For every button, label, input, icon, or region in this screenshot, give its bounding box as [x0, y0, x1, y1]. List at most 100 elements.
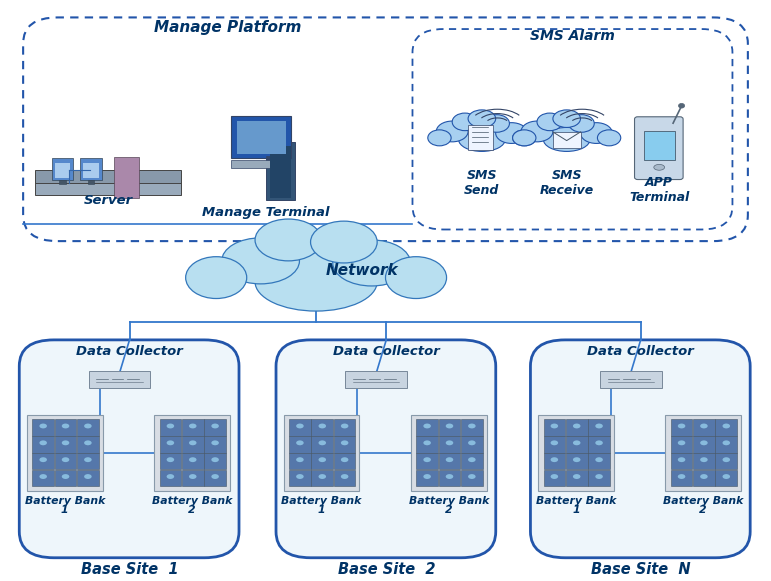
Ellipse shape	[341, 457, 348, 462]
FancyBboxPatch shape	[160, 470, 181, 486]
Ellipse shape	[296, 457, 304, 462]
Ellipse shape	[678, 457, 685, 462]
Text: Base Site  N: Base Site N	[591, 562, 691, 577]
FancyBboxPatch shape	[237, 121, 286, 154]
Text: Battery Bank: Battery Bank	[409, 496, 489, 507]
Text: Server: Server	[83, 194, 133, 207]
Ellipse shape	[386, 257, 446, 299]
Ellipse shape	[446, 440, 453, 445]
FancyBboxPatch shape	[204, 470, 226, 486]
FancyBboxPatch shape	[154, 415, 230, 491]
FancyBboxPatch shape	[635, 117, 683, 180]
Ellipse shape	[167, 457, 174, 462]
FancyBboxPatch shape	[32, 436, 54, 453]
FancyBboxPatch shape	[55, 436, 76, 453]
Ellipse shape	[318, 440, 326, 445]
FancyBboxPatch shape	[289, 419, 311, 436]
FancyBboxPatch shape	[32, 453, 54, 469]
Ellipse shape	[296, 440, 304, 445]
FancyBboxPatch shape	[55, 453, 76, 469]
Text: Data Collector: Data Collector	[76, 345, 183, 358]
Ellipse shape	[468, 424, 476, 428]
Ellipse shape	[428, 130, 451, 146]
FancyBboxPatch shape	[600, 371, 662, 388]
FancyBboxPatch shape	[35, 170, 181, 183]
FancyBboxPatch shape	[461, 453, 483, 469]
Text: Battery Bank: Battery Bank	[281, 496, 362, 507]
Ellipse shape	[513, 130, 536, 146]
FancyBboxPatch shape	[715, 419, 737, 436]
FancyBboxPatch shape	[311, 453, 333, 469]
FancyBboxPatch shape	[160, 419, 181, 436]
FancyBboxPatch shape	[32, 419, 54, 436]
Ellipse shape	[423, 457, 431, 462]
FancyBboxPatch shape	[311, 436, 333, 453]
Ellipse shape	[700, 474, 708, 479]
Ellipse shape	[211, 440, 219, 445]
Ellipse shape	[39, 440, 47, 445]
FancyBboxPatch shape	[114, 157, 139, 198]
Text: 1: 1	[318, 505, 325, 515]
Ellipse shape	[318, 424, 326, 428]
FancyBboxPatch shape	[231, 116, 291, 158]
Ellipse shape	[573, 474, 581, 479]
FancyBboxPatch shape	[35, 182, 181, 195]
FancyBboxPatch shape	[671, 470, 692, 486]
Ellipse shape	[39, 424, 47, 428]
Text: Battery Bank: Battery Bank	[663, 496, 743, 507]
Ellipse shape	[452, 113, 478, 131]
Ellipse shape	[311, 221, 377, 263]
FancyBboxPatch shape	[289, 436, 311, 453]
Ellipse shape	[84, 457, 92, 462]
FancyBboxPatch shape	[416, 436, 438, 453]
Ellipse shape	[211, 424, 219, 428]
Ellipse shape	[318, 457, 326, 462]
Ellipse shape	[186, 257, 247, 299]
Ellipse shape	[84, 474, 92, 479]
FancyBboxPatch shape	[77, 436, 99, 453]
FancyBboxPatch shape	[80, 158, 102, 180]
FancyBboxPatch shape	[544, 436, 565, 453]
Ellipse shape	[189, 474, 197, 479]
FancyBboxPatch shape	[544, 470, 565, 486]
Ellipse shape	[222, 238, 299, 284]
Ellipse shape	[255, 253, 377, 311]
Ellipse shape	[446, 474, 453, 479]
FancyBboxPatch shape	[160, 436, 181, 453]
Ellipse shape	[62, 440, 69, 445]
Text: Manage Terminal: Manage Terminal	[202, 206, 330, 218]
FancyBboxPatch shape	[588, 470, 610, 486]
Text: 1: 1	[61, 505, 69, 515]
Ellipse shape	[550, 440, 558, 445]
Ellipse shape	[678, 474, 685, 479]
Ellipse shape	[333, 240, 410, 286]
Ellipse shape	[39, 474, 47, 479]
FancyBboxPatch shape	[266, 142, 295, 200]
FancyBboxPatch shape	[284, 415, 359, 491]
Text: Base Site  1: Base Site 1	[81, 562, 178, 577]
Ellipse shape	[318, 474, 326, 479]
Ellipse shape	[296, 474, 304, 479]
Ellipse shape	[446, 457, 453, 462]
FancyBboxPatch shape	[715, 436, 737, 453]
Ellipse shape	[550, 474, 558, 479]
Ellipse shape	[189, 424, 197, 428]
FancyBboxPatch shape	[461, 436, 483, 453]
FancyBboxPatch shape	[160, 453, 181, 469]
Ellipse shape	[84, 440, 92, 445]
FancyBboxPatch shape	[644, 131, 675, 160]
Text: Base Site  2: Base Site 2	[338, 562, 435, 577]
Text: 1: 1	[572, 505, 580, 515]
FancyBboxPatch shape	[544, 453, 565, 469]
Ellipse shape	[722, 440, 730, 445]
FancyBboxPatch shape	[334, 436, 355, 453]
FancyBboxPatch shape	[289, 453, 311, 469]
FancyBboxPatch shape	[182, 436, 204, 453]
Ellipse shape	[550, 424, 558, 428]
Ellipse shape	[569, 114, 594, 132]
FancyBboxPatch shape	[182, 453, 204, 469]
Ellipse shape	[700, 424, 708, 428]
Ellipse shape	[468, 110, 496, 127]
Ellipse shape	[595, 474, 603, 479]
FancyBboxPatch shape	[439, 419, 460, 436]
